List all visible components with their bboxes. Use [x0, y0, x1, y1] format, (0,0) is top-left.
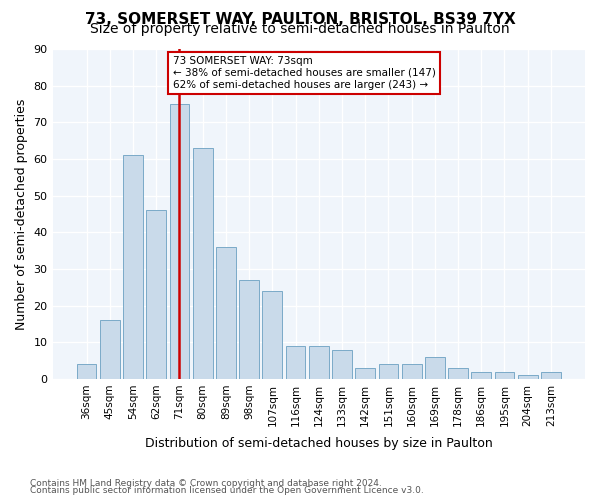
Text: Size of property relative to semi-detached houses in Paulton: Size of property relative to semi-detach…: [90, 22, 510, 36]
Y-axis label: Number of semi-detached properties: Number of semi-detached properties: [15, 98, 28, 330]
Bar: [170, 104, 190, 379]
Bar: [494, 372, 514, 379]
Bar: [262, 291, 282, 379]
X-axis label: Distribution of semi-detached houses by size in Paulton: Distribution of semi-detached houses by …: [145, 437, 493, 450]
Bar: [146, 210, 166, 379]
Text: 73 SOMERSET WAY: 73sqm
← 38% of semi-detached houses are smaller (147)
62% of se: 73 SOMERSET WAY: 73sqm ← 38% of semi-det…: [173, 56, 436, 90]
Bar: [309, 346, 329, 379]
Text: Contains HM Land Registry data © Crown copyright and database right 2024.: Contains HM Land Registry data © Crown c…: [30, 478, 382, 488]
Bar: [425, 357, 445, 379]
Bar: [402, 364, 422, 379]
Bar: [332, 350, 352, 379]
Bar: [193, 148, 212, 379]
Bar: [541, 372, 561, 379]
Bar: [239, 280, 259, 379]
Bar: [216, 247, 236, 379]
Bar: [286, 346, 305, 379]
Bar: [355, 368, 375, 379]
Bar: [448, 368, 468, 379]
Bar: [518, 375, 538, 379]
Bar: [472, 372, 491, 379]
Text: 73, SOMERSET WAY, PAULTON, BRISTOL, BS39 7YX: 73, SOMERSET WAY, PAULTON, BRISTOL, BS39…: [85, 12, 515, 28]
Bar: [77, 364, 97, 379]
Bar: [379, 364, 398, 379]
Bar: [123, 156, 143, 379]
Text: Contains public sector information licensed under the Open Government Licence v3: Contains public sector information licen…: [30, 486, 424, 495]
Bar: [100, 320, 119, 379]
